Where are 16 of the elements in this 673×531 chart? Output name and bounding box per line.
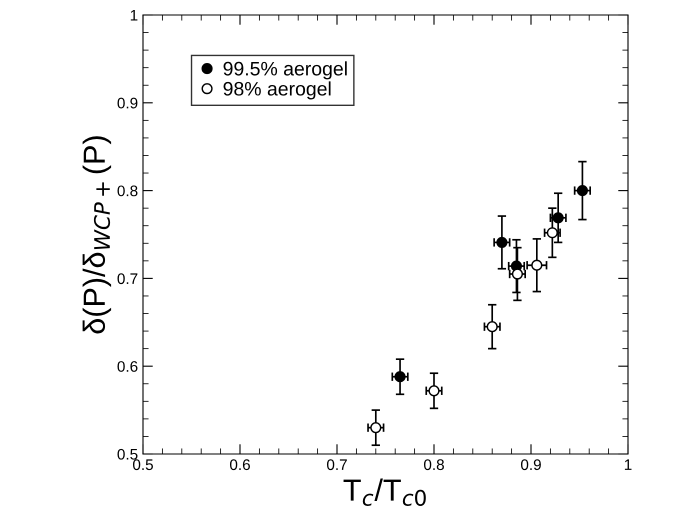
- x-tick-label: 0.6: [230, 459, 250, 470]
- y-tick-label: 0.8: [118, 185, 138, 196]
- x-tick-label: 0.9: [520, 459, 541, 470]
- x-axis-title: T$_{c}$/T$_{c0}$: [344, 478, 426, 506]
- x-tick-label: 0.7: [326, 459, 347, 470]
- y-tick-label: 0.7: [118, 273, 138, 284]
- x-tick-label: 0.8: [424, 459, 444, 470]
- x-tick-label: 1: [624, 459, 632, 470]
- y-tick-label: 0.5: [118, 448, 138, 460]
- y-axis-title: δ(P)/δ$_{WCP+}$(P): [82, 136, 112, 334]
- x-tick-label: 0.5: [132, 459, 153, 470]
- legend-label: 98% aerogel: [224, 81, 331, 100]
- y-tick-label: 0.9: [118, 98, 138, 108]
- y-tick-label: 0.6: [118, 361, 138, 372]
- y-tick-label: 1: [130, 10, 138, 21]
- legend-label: 99.5% aerogel: [224, 61, 347, 80]
